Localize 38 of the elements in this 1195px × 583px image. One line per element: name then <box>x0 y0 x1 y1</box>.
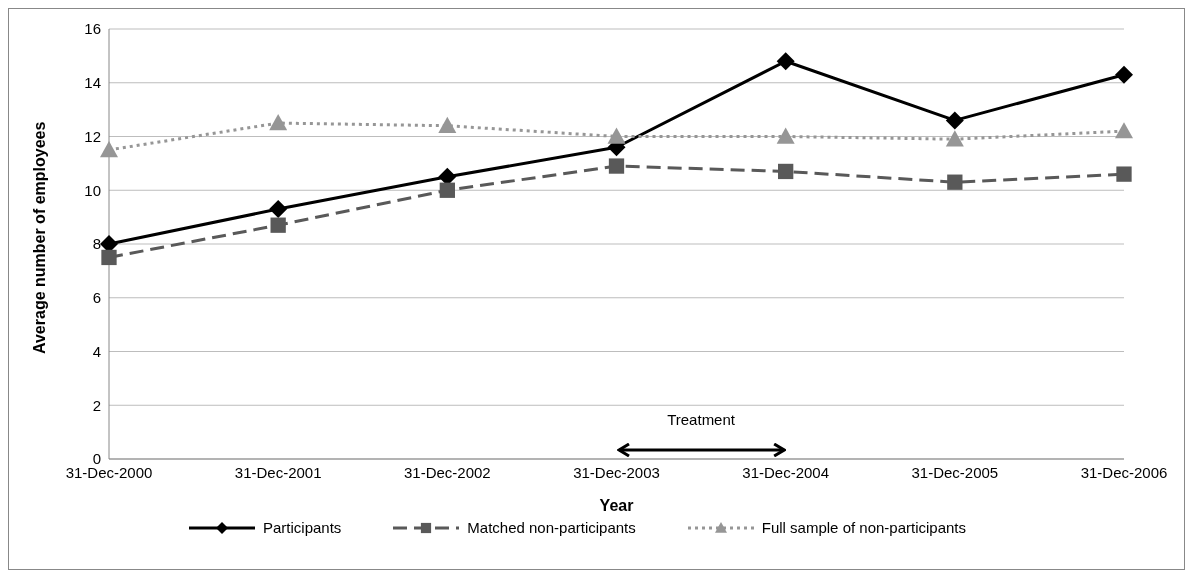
y-tick-label: 14 <box>84 74 101 92</box>
point <box>776 52 795 71</box>
point <box>607 127 626 144</box>
point <box>101 249 117 266</box>
point <box>269 200 288 219</box>
point <box>1115 122 1133 139</box>
x-tick-label: 31-Dec-2002 <box>403 463 491 481</box>
y-tick-label: 4 <box>92 342 101 360</box>
point <box>100 140 118 158</box>
x-tick-label: 31-Dec-2001 <box>234 463 322 481</box>
x-tick-label: 31-Dec-2005 <box>911 463 999 481</box>
point <box>776 127 795 144</box>
point <box>945 130 964 147</box>
point <box>1115 65 1133 84</box>
point <box>270 217 286 233</box>
y-tick-label: 10 <box>84 181 101 199</box>
point <box>778 163 794 180</box>
y-tick-label: 2 <box>92 396 101 414</box>
legend-label: Full sample of non-participants <box>761 519 967 536</box>
legend-label: Participants <box>262 519 342 536</box>
x-axis-title: Year <box>599 497 634 514</box>
point <box>1116 166 1132 182</box>
y-tick-label: 6 <box>92 289 101 307</box>
y-tick-label: 16 <box>84 20 101 38</box>
y-tick-label: 8 <box>92 235 101 253</box>
point <box>438 116 457 133</box>
y-tick-label: 12 <box>84 127 101 145</box>
y-axis-title: Average number of employees <box>30 121 48 354</box>
x-tick-label: 31-Dec-2003 <box>573 463 660 481</box>
x-tick-label: 31-Dec-2004 <box>742 463 830 481</box>
point <box>269 114 288 131</box>
x-tick-label: 31-Dec-2006 <box>1080 463 1168 481</box>
point <box>947 174 963 190</box>
point <box>608 158 625 174</box>
point <box>945 111 964 130</box>
annotation: Treatment <box>666 411 736 428</box>
point <box>439 182 455 198</box>
legend-label: Matched non-participants <box>467 519 636 536</box>
